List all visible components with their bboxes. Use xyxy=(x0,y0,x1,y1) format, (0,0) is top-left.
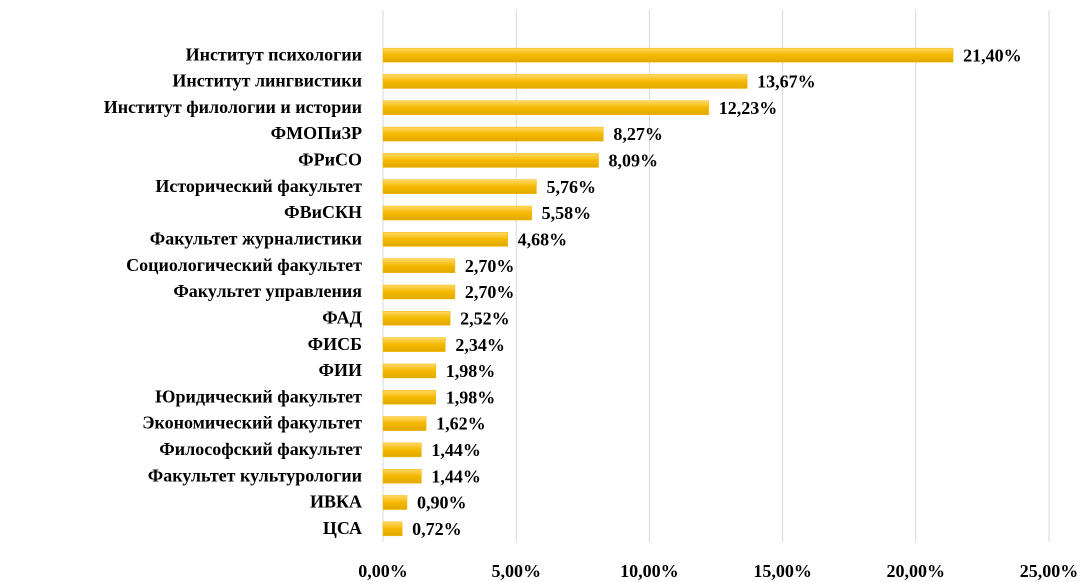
x-tick-label: 20,00% xyxy=(887,561,946,581)
value-label: 0,90% xyxy=(417,493,467,513)
value-label: 5,76% xyxy=(546,177,596,197)
y-tick-label: ФРиСО xyxy=(298,150,362,170)
y-tick-label: ФМОПиЗР xyxy=(271,123,362,143)
value-label: 5,58% xyxy=(542,203,592,223)
value-label: 1,62% xyxy=(436,414,486,434)
bar xyxy=(382,100,710,116)
bar xyxy=(382,442,422,458)
value-label: 8,09% xyxy=(609,151,659,171)
y-tick-label: ФИИ xyxy=(319,360,362,380)
y-tick-label: Экономический факультет xyxy=(142,413,362,433)
value-label: 2,52% xyxy=(460,308,510,328)
bar xyxy=(382,74,748,89)
y-tick-label: ЦСА xyxy=(323,518,362,538)
y-tick-label: ФАД xyxy=(322,307,362,327)
bar xyxy=(382,284,456,300)
bar xyxy=(382,390,436,405)
bar xyxy=(382,232,508,247)
y-tick-label: Факультет журналистики xyxy=(150,228,362,248)
bar xyxy=(382,179,537,194)
y-tick-label: Исторический факультет xyxy=(155,176,362,196)
value-label: 0,72% xyxy=(412,519,462,539)
value-label: 2,34% xyxy=(455,335,505,355)
bar xyxy=(382,126,604,142)
value-label: 2,70% xyxy=(465,256,514,276)
x-tick-label: 25,00% xyxy=(1020,561,1079,581)
value-label: 1,44% xyxy=(431,440,481,460)
bar xyxy=(382,258,456,273)
value-label: 4,68% xyxy=(518,229,568,249)
y-tick-label: ИВКА xyxy=(310,492,362,512)
value-label: 12,23% xyxy=(719,98,778,118)
y-tick-label: Факультет управления xyxy=(173,281,362,301)
bar xyxy=(382,521,403,537)
y-tick-label: Философский факультет xyxy=(159,439,362,459)
x-tick-label: 5,00% xyxy=(491,561,541,581)
y-tick-label: Институт психологии xyxy=(186,44,362,64)
value-label: 1,44% xyxy=(431,466,481,486)
y-tick-label: Факультет культурологии xyxy=(148,465,362,485)
x-tick-label: 10,00% xyxy=(620,561,679,581)
bar xyxy=(382,311,451,326)
bar xyxy=(382,47,954,63)
y-tick-label: Юридический факультет xyxy=(155,386,362,406)
y-tick-label: Институт лингвистики xyxy=(172,71,362,91)
value-label: 2,70% xyxy=(465,282,514,302)
bar xyxy=(382,153,599,168)
x-tick-label: 15,00% xyxy=(753,561,812,581)
bar xyxy=(382,468,422,484)
y-tick-label: Социологический факультет xyxy=(126,255,362,275)
y-tick-label: ФИСБ xyxy=(308,334,362,354)
bar xyxy=(382,337,446,352)
x-tick-label: 0,00% xyxy=(358,561,408,581)
value-label: 13,67% xyxy=(757,72,816,92)
value-label: 21,40% xyxy=(963,45,1022,65)
y-tick-label: Институт филологии и истории xyxy=(104,97,362,117)
value-label: 1,98% xyxy=(446,387,496,407)
y-tick-label: ФВиСКН xyxy=(284,202,362,222)
value-label: 1,98% xyxy=(446,361,496,381)
bar xyxy=(382,363,436,379)
bar xyxy=(382,495,408,510)
bar xyxy=(382,205,532,221)
value-label: 8,27% xyxy=(613,124,663,144)
bar xyxy=(382,416,427,431)
